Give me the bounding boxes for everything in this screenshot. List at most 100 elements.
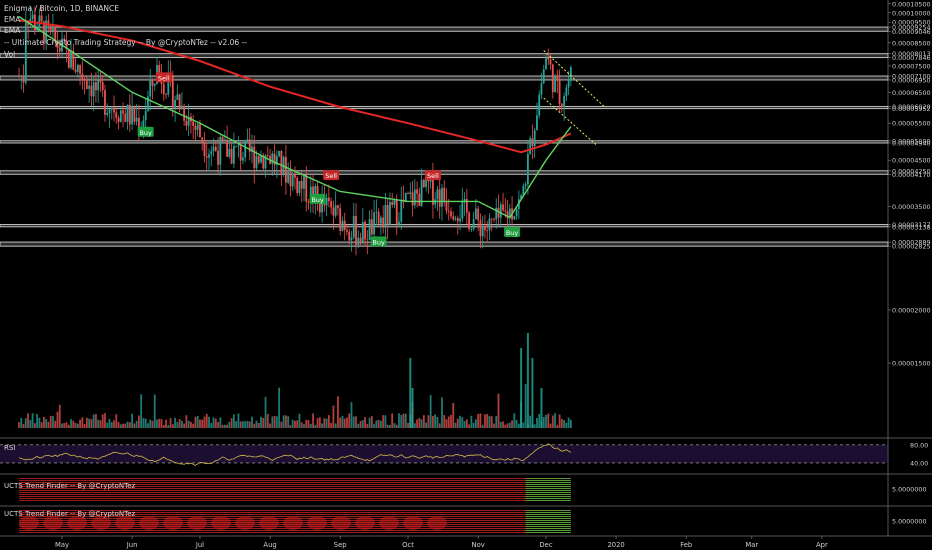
candle-body	[203, 143, 206, 157]
candle-body	[244, 140, 247, 158]
volume-bar	[174, 417, 176, 428]
strategy-legend[interactable]: -- Ultimate Crypto Trading Strategy -- B…	[4, 38, 247, 47]
buy-signal-label: Buy	[506, 229, 519, 237]
buy-signal-badge[interactable]	[370, 236, 387, 247]
candle-body	[22, 75, 25, 83]
rsi-label[interactable]: RSI	[4, 444, 16, 452]
candle-body	[137, 117, 140, 133]
candle-body	[122, 110, 124, 114]
volume-bar	[40, 422, 43, 428]
candle-body	[337, 205, 339, 209]
candle-body	[330, 201, 333, 208]
candle-body	[565, 87, 568, 97]
ucts-pane-1[interactable]	[19, 478, 571, 501]
sell-signal-badge[interactable]	[323, 170, 340, 181]
candle-body	[400, 199, 403, 222]
sell-signal[interactable]: Sell	[155, 72, 172, 83]
sell-signal[interactable]: Sell	[323, 170, 340, 181]
price-axis-label: 0.00006950	[892, 76, 931, 84]
ucts-trend-finder-label-1[interactable]: UCTS Trend Finder -- By @CryptoNTez	[4, 482, 136, 490]
candle-body	[463, 198, 466, 202]
rsi-line[interactable]	[18, 443, 572, 466]
candle-body	[468, 212, 471, 229]
ucts-pane-2-blob	[19, 516, 40, 530]
candle-body	[117, 117, 120, 123]
ucts-pane-2[interactable]	[19, 510, 571, 533]
ucts-pane-2-stripe	[19, 514, 571, 515]
price-axis-panel[interactable]	[888, 0, 932, 550]
volume-bar	[214, 418, 217, 428]
volume-bar	[108, 418, 111, 428]
sell-signal-badge[interactable]	[424, 170, 441, 181]
candle-body	[85, 80, 88, 89]
candle-body	[486, 230, 489, 231]
candle-body	[549, 59, 552, 65]
volume-bar	[24, 418, 27, 428]
volume-bar	[95, 414, 97, 428]
volume-bar	[452, 403, 455, 428]
volume-bar	[199, 419, 201, 428]
volume-bar	[364, 417, 366, 428]
buy-signal[interactable]: Buy	[504, 227, 521, 238]
ucts-pane-2-stripe-green	[525, 526, 571, 527]
volume-bar	[264, 396, 267, 428]
buy-signal-badge[interactable]	[309, 193, 326, 204]
volume-bar	[368, 417, 371, 428]
volume-bar	[282, 415, 285, 428]
candle-body	[404, 192, 407, 202]
ucts-pane-2-blob	[379, 516, 400, 530]
ucts-trend-finder-label-2[interactable]: UCTS Trend Finder -- By @CryptoNTez	[4, 510, 136, 518]
buy-signal-badge[interactable]	[504, 227, 521, 238]
volume-bar	[110, 422, 113, 428]
time-axis-label: Aug	[263, 541, 276, 549]
buy-signal[interactable]: Buy	[137, 126, 154, 137]
volume-legend[interactable]: Vol	[4, 50, 16, 59]
candle-body	[513, 216, 516, 220]
buy-signal-badge[interactable]	[137, 126, 154, 137]
candle-body	[135, 117, 138, 122]
volume-bar	[350, 402, 353, 428]
candle-body	[395, 199, 398, 225]
ucts-pane-1-stripe-green	[525, 482, 571, 483]
candle-body	[531, 138, 534, 146]
price-axis-label: 0.00010500	[892, 0, 931, 8]
volume-bars	[18, 333, 572, 428]
symbol-title[interactable]: Enigma / Bitcoin, 1D, BINANCE	[4, 4, 120, 13]
ema-slow-line[interactable]	[18, 19, 572, 154]
ema-fast-legend[interactable]: EMA	[4, 15, 21, 24]
ucts-pane-2-stripe-green	[525, 532, 571, 533]
candle-body	[391, 202, 394, 205]
sell-signal-badge[interactable]	[155, 72, 172, 83]
candle-body	[321, 195, 323, 213]
volume-bar	[386, 424, 389, 428]
candle-body	[180, 105, 183, 109]
ucts-pane-1-stripe	[19, 492, 571, 493]
sr-zone	[0, 26, 889, 32]
volume-bar	[332, 405, 335, 428]
candle-body	[556, 75, 559, 79]
candle-body	[126, 104, 129, 122]
volume-bar	[226, 424, 229, 428]
volume-bar	[124, 423, 127, 428]
candle-body	[280, 150, 283, 174]
candle-body	[262, 155, 265, 169]
volume-bar	[269, 423, 271, 428]
volume-bar	[404, 413, 407, 428]
candle-body	[447, 210, 450, 212]
candle-body	[251, 146, 253, 152]
price-axis-label: 0.00005000	[892, 137, 931, 145]
candle-body	[226, 139, 229, 157]
ema-slow-legend[interactable]: EMA	[4, 26, 21, 35]
candle-body	[210, 151, 213, 155]
sell-signal[interactable]: Sell	[424, 170, 441, 181]
candle-body	[76, 64, 79, 72]
trendline[interactable]	[543, 50, 606, 108]
volume-bar	[563, 420, 565, 428]
time-axis-label: Jul	[195, 541, 204, 549]
ema-fast-line[interactable]	[18, 15, 572, 219]
buy-signal[interactable]: Buy	[370, 236, 387, 247]
candle-body	[355, 215, 357, 245]
buy-signal[interactable]: Buy	[309, 193, 326, 204]
